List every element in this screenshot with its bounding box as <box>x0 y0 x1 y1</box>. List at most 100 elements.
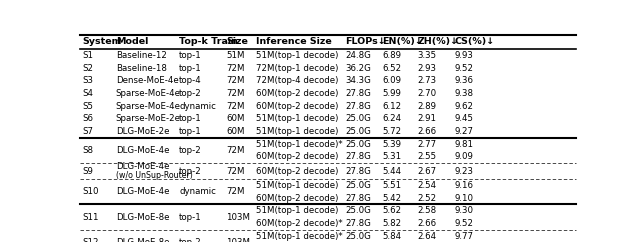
Text: 51M(top-1 decode): 51M(top-1 decode) <box>256 181 339 190</box>
Text: 36.2G: 36.2G <box>346 64 371 73</box>
Text: top-2: top-2 <box>179 167 202 176</box>
Text: 9.30: 9.30 <box>454 206 474 215</box>
Text: Baseline-18: Baseline-18 <box>116 64 166 73</box>
Text: 51M: 51M <box>227 51 245 60</box>
Text: S7: S7 <box>83 127 93 136</box>
Text: 27.8G: 27.8G <box>346 167 371 176</box>
Text: 5.31: 5.31 <box>383 152 402 161</box>
Text: 2.55: 2.55 <box>417 152 436 161</box>
Text: 9.52: 9.52 <box>454 219 474 228</box>
Text: 72M: 72M <box>227 89 245 98</box>
Text: 51M(top-1 decode): 51M(top-1 decode) <box>256 51 339 60</box>
Text: S4: S4 <box>83 89 93 98</box>
Text: Inference Size: Inference Size <box>256 38 332 46</box>
Text: 60M(top-2 decode): 60M(top-2 decode) <box>256 102 339 111</box>
Text: Top-k Train: Top-k Train <box>179 38 238 46</box>
Text: 5.62: 5.62 <box>383 206 402 215</box>
Text: 60M(top-2 decode): 60M(top-2 decode) <box>256 152 339 161</box>
Text: 25.0G: 25.0G <box>346 140 371 149</box>
Text: 9.23: 9.23 <box>454 167 474 176</box>
Text: 6.52: 6.52 <box>383 64 402 73</box>
Text: 9.45: 9.45 <box>454 114 474 123</box>
Text: DLG-MoE-8e: DLG-MoE-8e <box>116 238 169 242</box>
Text: top-4: top-4 <box>179 76 202 85</box>
Text: System: System <box>83 38 122 46</box>
Text: 2.77: 2.77 <box>417 140 436 149</box>
Text: 2.67: 2.67 <box>417 167 436 176</box>
Text: 25.0G: 25.0G <box>346 232 371 241</box>
Text: 27.8G: 27.8G <box>346 102 371 111</box>
Text: 3.35: 3.35 <box>417 51 436 60</box>
Text: DLG-MoE-8e: DLG-MoE-8e <box>116 212 169 222</box>
Text: 5.72: 5.72 <box>383 127 402 136</box>
Text: 9.09: 9.09 <box>454 152 474 161</box>
Text: 2.66: 2.66 <box>417 219 436 228</box>
Text: S12: S12 <box>83 238 99 242</box>
Text: 51M(top-1 decode)*: 51M(top-1 decode)* <box>256 232 342 241</box>
Text: 2.89: 2.89 <box>417 102 436 111</box>
Text: 34.3G: 34.3G <box>346 76 371 85</box>
Text: S10: S10 <box>83 187 99 196</box>
Text: CS(%)↓: CS(%)↓ <box>454 38 495 46</box>
Text: 25.0G: 25.0G <box>346 206 371 215</box>
Text: top-2: top-2 <box>179 146 202 155</box>
Text: top-2: top-2 <box>179 238 202 242</box>
Text: S9: S9 <box>83 167 93 176</box>
Text: 60M(top-2 decode)*: 60M(top-2 decode)* <box>256 219 342 228</box>
Text: 72M: 72M <box>227 146 245 155</box>
Text: top-2: top-2 <box>179 89 202 98</box>
Text: 5.51: 5.51 <box>383 181 402 190</box>
Text: 5.82: 5.82 <box>383 219 402 228</box>
Text: 2.52: 2.52 <box>417 194 436 203</box>
Text: 9.77: 9.77 <box>454 232 474 241</box>
Text: 72M: 72M <box>227 167 245 176</box>
Text: 25.0G: 25.0G <box>346 181 371 190</box>
Text: 2.70: 2.70 <box>417 89 436 98</box>
Text: 60M: 60M <box>227 114 245 123</box>
Text: top-1: top-1 <box>179 64 202 73</box>
Text: top-1: top-1 <box>179 212 202 222</box>
Text: ZH(%)↓: ZH(%)↓ <box>417 38 458 46</box>
Text: 2.64: 2.64 <box>417 232 436 241</box>
Text: 51M(top-1 decode): 51M(top-1 decode) <box>256 206 339 215</box>
Text: S1: S1 <box>83 51 93 60</box>
Text: 24.8G: 24.8G <box>346 51 371 60</box>
Text: 72M: 72M <box>227 102 245 111</box>
Text: DLG-MoE-4e: DLG-MoE-4e <box>116 187 169 196</box>
Text: 25.0G: 25.0G <box>346 114 371 123</box>
Text: dynamic: dynamic <box>179 187 216 196</box>
Text: 9.38: 9.38 <box>454 89 474 98</box>
Text: 72M(top-4 decode): 72M(top-4 decode) <box>256 76 339 85</box>
Text: S2: S2 <box>83 64 93 73</box>
Text: 60M(top-2 decode): 60M(top-2 decode) <box>256 167 339 176</box>
Text: DLG-MoE-2e: DLG-MoE-2e <box>116 127 169 136</box>
Text: 27.8G: 27.8G <box>346 194 371 203</box>
Text: S3: S3 <box>83 76 93 85</box>
Text: 51M(top-1 decode): 51M(top-1 decode) <box>256 114 339 123</box>
Text: 2.91: 2.91 <box>417 114 436 123</box>
Text: 51M(top-1 decode)*: 51M(top-1 decode)* <box>256 140 342 149</box>
Text: Size: Size <box>227 38 248 46</box>
Text: EN(%)↓: EN(%)↓ <box>383 38 424 46</box>
Text: Baseline-12: Baseline-12 <box>116 51 166 60</box>
Text: Sparse-MoE-2e: Sparse-MoE-2e <box>116 114 180 123</box>
Text: 27.8G: 27.8G <box>346 152 371 161</box>
Text: Sparse-MoE-4e: Sparse-MoE-4e <box>116 89 180 98</box>
Text: 27.8G: 27.8G <box>346 219 371 228</box>
Text: 9.52: 9.52 <box>454 64 474 73</box>
Text: 60M(top-2 decode): 60M(top-2 decode) <box>256 89 339 98</box>
Text: 72M: 72M <box>227 187 245 196</box>
Text: 60M: 60M <box>227 127 245 136</box>
Text: 5.44: 5.44 <box>383 167 402 176</box>
Text: 72M: 72M <box>227 76 245 85</box>
Text: 9.16: 9.16 <box>454 181 474 190</box>
Text: 9.62: 9.62 <box>454 102 474 111</box>
Text: 72M: 72M <box>227 64 245 73</box>
Text: 2.93: 2.93 <box>417 64 436 73</box>
Text: 5.42: 5.42 <box>383 194 402 203</box>
Text: S11: S11 <box>83 212 99 222</box>
Text: 27.8G: 27.8G <box>346 89 371 98</box>
Text: (w/o UnSup-Router): (w/o UnSup-Router) <box>116 171 193 180</box>
Text: 5.84: 5.84 <box>383 232 402 241</box>
Text: S5: S5 <box>83 102 93 111</box>
